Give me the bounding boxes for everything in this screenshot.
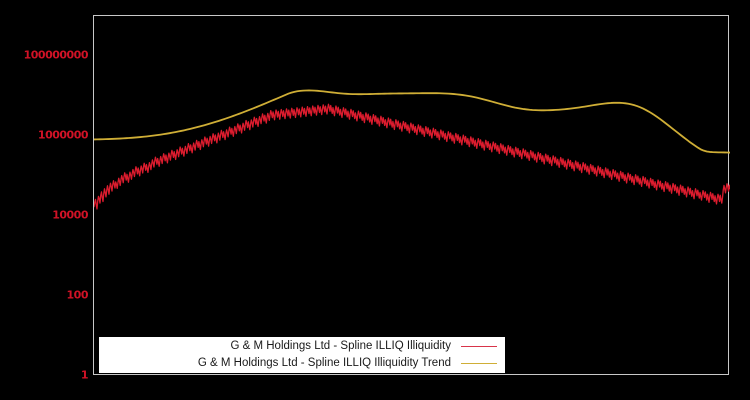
series-line-illiquidity-trend	[94, 89, 730, 154]
y-axis-tick-label: 100000000	[23, 48, 89, 62]
y-axis-tick-label: 1000000	[37, 128, 89, 142]
y-axis-tick-label: 100	[66, 288, 89, 302]
plot-area	[93, 15, 730, 375]
legend-swatch-illiquidity-icon	[461, 346, 497, 347]
chart-legend: G & M Holdings Ltd - Spline ILLIQ Illiqu…	[99, 337, 505, 373]
legend-label-illiquidity: G & M Holdings Ltd - Spline ILLIQ Illiqu…	[230, 340, 451, 352]
y-axis-tick-labels: 100000000 1000000 10000 100 1	[0, 0, 89, 400]
chart-canvas	[94, 89, 730, 210]
series-line-illiquidity	[94, 103, 730, 210]
legend-swatch-illiquidity-trend-icon	[461, 363, 497, 364]
legend-entry-illiquidity: G & M Holdings Ltd - Spline ILLIQ Illiqu…	[99, 338, 505, 355]
legend-label-illiquidity-trend: G & M Holdings Ltd - Spline ILLIQ Illiqu…	[197, 357, 451, 369]
legend-entry-illiquidity-trend: G & M Holdings Ltd - Spline ILLIQ Illiqu…	[99, 355, 505, 372]
y-axis-tick-label: 10000	[52, 208, 88, 222]
y-axis-tick-label: 1	[80, 368, 89, 382]
